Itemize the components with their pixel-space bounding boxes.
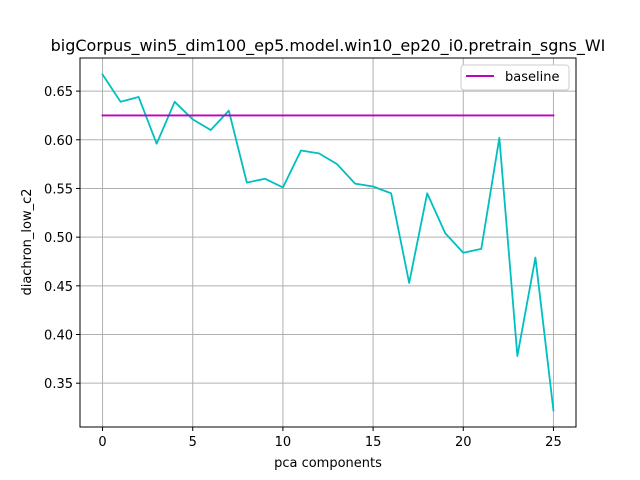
x-axis-label: pca components <box>274 456 382 471</box>
x-tick-label: 15 <box>365 435 382 450</box>
x-tick-label: 5 <box>189 435 197 450</box>
series <box>101 73 555 412</box>
y-tick-label: 0.50 <box>44 231 73 246</box>
y-tick-label: 0.35 <box>44 377 73 392</box>
chart-title: bigCorpus_win5_dim100_ep5.model.win10_ep… <box>51 36 606 56</box>
y-axis-label: diachron_low_c2 <box>20 188 35 295</box>
axis-ticks: 0 5 10 15 20 25 0.35 0.40 0.45 0.50 0.55 0.60 0.65 <box>44 85 562 450</box>
y-tick-label: 0.55 <box>44 182 73 197</box>
y-tick-label: 0.65 <box>44 85 73 100</box>
legend-box <box>460 64 570 91</box>
x-tick-label: 25 <box>545 435 562 450</box>
legend-label-baseline: baseline <box>505 70 559 85</box>
plot-area-frame <box>79 57 577 428</box>
legend: baseline <box>460 64 570 91</box>
y-tick-label: 0.40 <box>44 329 73 344</box>
x-tick-label: 10 <box>275 435 292 450</box>
y-tick-label: 0.60 <box>44 134 73 149</box>
y-tick-label: 0.45 <box>44 280 73 295</box>
x-tick-label: 20 <box>455 435 472 450</box>
grid <box>80 58 576 427</box>
series-line-0 <box>101 73 555 412</box>
x-tick-label: 0 <box>98 435 106 450</box>
